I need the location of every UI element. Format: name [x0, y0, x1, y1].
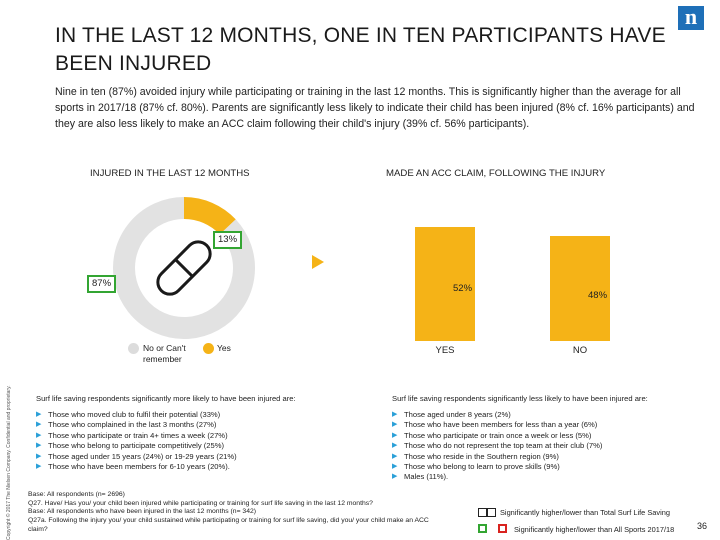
legend-label-yes: Yes [217, 343, 231, 353]
nielsen-logo: n [678, 6, 704, 30]
left-chart-heading: INJURED IN THE LAST 12 MONTHS [90, 168, 250, 179]
more-likely-heading: Surf life saving respondents significant… [36, 394, 296, 403]
bar-category-label-yes: YES [435, 345, 455, 356]
base-line-2: Q27. Have/ Has you/ your child been inju… [28, 499, 373, 507]
less-likely-item: Those who reside in the Southern region … [392, 452, 712, 463]
pill-icon [156, 240, 212, 296]
base-line-1: Base: All respondents (n= 2696) [28, 491, 125, 498]
more-likely-item: Those who participate or train 4+ times … [36, 431, 366, 442]
sig-all-sports-label: Significantly higher/lower than All Spor… [514, 525, 675, 534]
more-likely-item: Those who belong to participate competit… [36, 441, 366, 452]
arrow-right-icon [312, 255, 324, 269]
copyright-sidebar: Copyright © 2017 The Nielsen Company. Co… [6, 385, 12, 540]
bar-value-label-no: 48% [588, 289, 608, 301]
less-likely-item: Those who do not represent the top team … [392, 441, 712, 452]
more-likely-item: Those who have been members for 6-10 yea… [36, 462, 366, 473]
more-likely-item: Those who complained in the last 3 month… [36, 420, 366, 431]
injured-donut-chart [113, 197, 255, 339]
page-number: 36 [697, 521, 708, 531]
right-chart-heading: MADE AN ACC CLAIM, FOLLOWING THE INJURY [386, 168, 606, 179]
bar-category-label-no: NO [572, 345, 588, 356]
sig-total-box-icon [478, 508, 487, 517]
base-line-4: Q27a. Following the injury you/ your chi… [28, 517, 429, 525]
base-line-5: claim? [28, 525, 48, 533]
less-likely-item: Those aged under 8 years (2%) [392, 410, 712, 421]
more-likely-list: Those who moved club to fulfil their pot… [36, 410, 366, 473]
less-likely-heading: Surf life saving respondents significant… [392, 394, 648, 403]
less-likely-item: Those who have been members for less tha… [392, 420, 712, 431]
bar-value-label-yes: 52% [453, 283, 473, 295]
more-likely-item: Those who moved club to fulfil their pot… [36, 410, 366, 421]
sig-total-label: Significantly higher/lower than Total Su… [500, 508, 670, 517]
base-line-3: Base: All respondents who have been inju… [28, 508, 257, 516]
legend-swatch-no [128, 343, 139, 354]
page-title: IN THE LAST 12 MONTHS, ONE IN TEN PARTIC… [55, 24, 666, 75]
less-likely-list: Those aged under 8 years (2%)Those who h… [392, 410, 712, 483]
base-notes: Base: All respondents (n= 2696) Q27. Hav… [28, 491, 468, 535]
intro-text: Nine in ten (87%) avoided injury while p… [55, 86, 695, 130]
sig-red-box-icon [498, 524, 507, 533]
donut-slice-yes [183, 197, 236, 235]
less-likely-item: Those who belong to learn to prove skill… [392, 462, 712, 473]
donut-label-no: 87% [87, 275, 117, 293]
bar-no [550, 235, 610, 341]
legend-swatch-yes [203, 343, 214, 354]
more-likely-item: Those aged under 15 years (24%) or 19-29… [36, 452, 366, 463]
sig-total-box-icon-2 [487, 508, 496, 517]
less-likely-item: Males (11%). [392, 472, 712, 483]
less-likely-item: Those who participate or train once a we… [392, 431, 712, 442]
donut-slice-no [113, 197, 255, 339]
bar-yes [415, 227, 475, 341]
donut-label-yes: 13% [213, 231, 243, 249]
sig-green-box-icon [478, 524, 487, 533]
legend-label-no: No or Can't remember [143, 343, 186, 364]
acc-claim-bar-chart: 52% YES 48% NO [400, 195, 630, 356]
